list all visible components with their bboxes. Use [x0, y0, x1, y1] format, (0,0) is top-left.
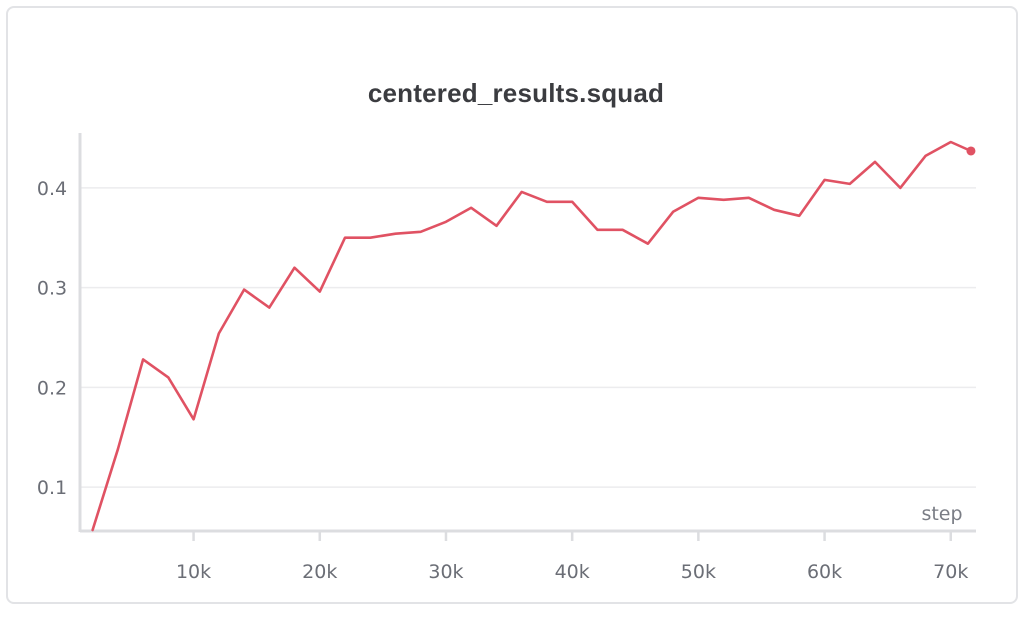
- x-tick-label: 40k: [555, 561, 590, 583]
- chart-title: centered_results.squad: [367, 78, 665, 108]
- y-tick-label: 0.4: [37, 178, 67, 200]
- x-tick-label: 50k: [681, 561, 716, 583]
- x-tick-label: 20k: [302, 561, 337, 583]
- y-tick-label: 0.2: [37, 377, 67, 399]
- last-point-marker: [966, 146, 976, 156]
- x-tick-label: 70k: [933, 561, 968, 583]
- y-tick-label: 0.3: [37, 278, 67, 300]
- x-tick-label: 60k: [807, 561, 842, 583]
- chart-panel: [6, 6, 1018, 604]
- y-tick-label: 0.1: [37, 477, 67, 499]
- series-line: [91, 140, 973, 532]
- x-tick-label: 10k: [176, 561, 211, 583]
- x-tick-label: 30k: [428, 561, 463, 583]
- x-axis-label: step: [921, 503, 962, 525]
